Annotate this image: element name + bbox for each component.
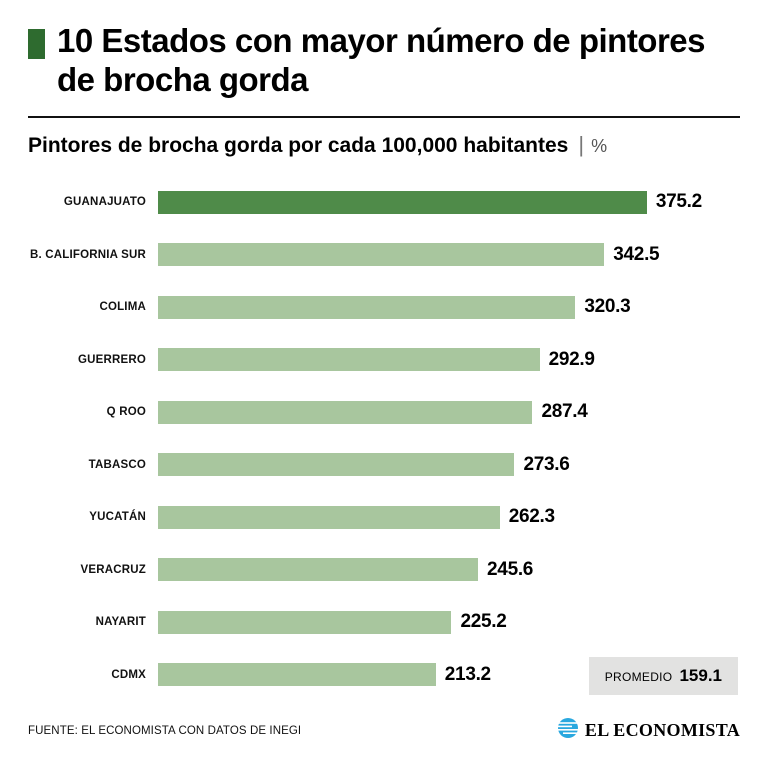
bar-row: TABASCO 273.6 (28, 438, 740, 491)
bar-row: CDMX 213.2 (28, 648, 740, 701)
bar-track: 287.4 (158, 386, 740, 439)
bar (158, 610, 452, 634)
average-label: PROMEDIO (604, 669, 673, 684)
category-label: TABASCO (88, 458, 146, 471)
bar (158, 558, 479, 582)
bar-track: 213.2 (158, 648, 740, 701)
subtitle-separator: | (578, 131, 585, 157)
category-label: CDMX (111, 668, 146, 681)
category-label: YUCATÁN (89, 511, 146, 524)
bar (158, 663, 436, 687)
footer: FUENTE: EL ECONOMISTA CON DATOS DE INEGI… (28, 717, 740, 744)
bar-track: 342.5 (158, 228, 740, 281)
average-value: 159.1 (679, 665, 722, 685)
bar-chart: GUANAJUATO 375.2 B. CALIFORNIA SUR 342.5… (28, 176, 740, 701)
value-label: 287.4 (541, 401, 588, 423)
bar-row: NAYARIT 225.2 (28, 596, 740, 649)
bar-track: 225.2 (158, 596, 740, 649)
header: 10 Estados con mayor número de pintores … (28, 22, 740, 100)
bar-track: 292.9 (158, 333, 740, 386)
bar (158, 453, 515, 477)
category-label: Q ROO (106, 406, 146, 419)
bar (158, 348, 540, 372)
value-label: 213.2 (444, 663, 491, 685)
value-label: 262.3 (508, 506, 555, 528)
category-label: GUANAJUATO (63, 196, 146, 209)
accent-square (28, 29, 45, 59)
subtitle-unit: % (591, 135, 608, 156)
bar (158, 190, 647, 214)
value-label: 375.2 (655, 191, 702, 213)
bar (158, 505, 500, 529)
value-label: 273.6 (523, 453, 570, 475)
category-label: GUERRERO (77, 353, 146, 366)
bar-track: 262.3 (158, 491, 740, 544)
value-label: 342.5 (613, 243, 660, 265)
el-economista-globe-icon (557, 717, 579, 744)
page-title: 10 Estados con mayor número de pintores … (57, 22, 706, 98)
bar-row: B. CALIFORNIA SUR 342.5 (28, 228, 740, 281)
category-label: VERACRUZ (80, 563, 146, 576)
bar-row: Q ROO 287.4 (28, 386, 740, 439)
bar-track: 320.3 (158, 281, 740, 334)
bar (158, 243, 605, 267)
bar-track: 375.2 (158, 176, 740, 229)
subtitle-text: Pintores de brocha gorda por cada 100,00… (28, 133, 569, 157)
source-note: FUENTE: EL ECONOMISTA CON DATOS DE INEGI (28, 724, 302, 737)
value-label: 292.9 (548, 348, 595, 370)
bar-row: VERACRUZ 245.6 (28, 543, 740, 596)
bar-row: GUERRERO 292.9 (28, 333, 740, 386)
bar (158, 400, 533, 424)
header-divider (28, 115, 740, 118)
bar-row: GUANAJUATO 375.2 (28, 176, 740, 229)
chart-subtitle: Pintores de brocha gorda por cada 100,00… (28, 132, 740, 158)
bar-row: COLIMA 320.3 (28, 281, 740, 334)
category-label: B. CALIFORNIA SUR (29, 248, 146, 261)
category-label: COLIMA (99, 301, 146, 314)
category-label: NAYARIT (95, 616, 146, 629)
bar-track: 245.6 (158, 543, 740, 596)
brand-name: EL ECONOMISTA (584, 720, 740, 740)
bar-track: 273.6 (158, 438, 740, 491)
value-label: 245.6 (487, 558, 534, 580)
brand-lockup: EL ECONOMISTA (557, 717, 740, 744)
bar-row: YUCATÁN 262.3 (28, 491, 740, 544)
value-label: 225.2 (460, 611, 507, 633)
average-badge: PROMEDIO 159.1 (588, 656, 738, 695)
value-label: 320.3 (584, 296, 631, 318)
bar (158, 295, 576, 319)
